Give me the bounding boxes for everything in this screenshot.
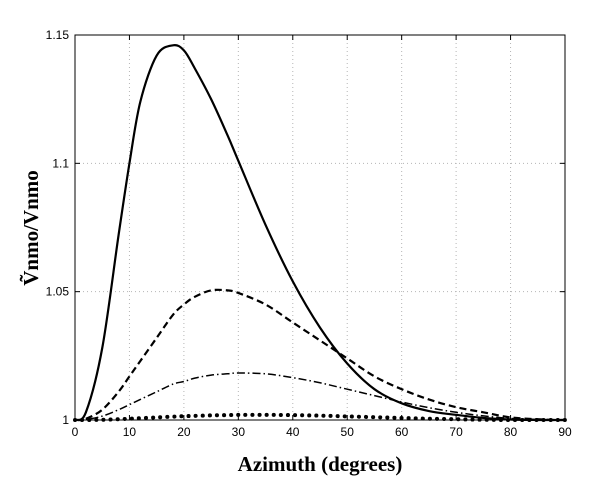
- x-tick-label: 10: [123, 425, 137, 439]
- tick-labels: 0 10 20 30 40 50 60 70 80 90 1 1.05 1.1 1.15: [46, 28, 572, 439]
- series-lines: [73, 43, 567, 423]
- series-line-solid: [74, 43, 565, 422]
- plot-frame: [74, 34, 566, 421]
- x-tick-label: 90: [558, 425, 572, 439]
- x-tick-label: 20: [177, 425, 191, 439]
- y-tick-label: 1.05: [46, 285, 70, 299]
- x-tick-label: 0: [72, 425, 79, 439]
- x-tick-label: 70: [449, 425, 463, 439]
- y-tick-label: 1.15: [46, 28, 70, 42]
- series-line-dashdot: [74, 372, 566, 421]
- x-tick-label: 30: [232, 425, 246, 439]
- series-line-dotted: [73, 412, 567, 423]
- y-axis-title: Ṽnmo/Vnmo: [19, 170, 43, 286]
- x-tick-label: 60: [395, 425, 409, 439]
- x-tick-label: 80: [504, 425, 518, 439]
- x-tick-label: 50: [341, 425, 355, 439]
- y-tick-label: 1.1: [52, 156, 69, 170]
- x-tick-label: 40: [286, 425, 300, 439]
- grid: [75, 35, 565, 420]
- axis-ticks: [74, 34, 566, 421]
- y-tick-label: 1: [62, 413, 69, 427]
- series-line-dashed: [74, 288, 566, 422]
- x-axis-title: Azimuth (degrees): [238, 452, 403, 476]
